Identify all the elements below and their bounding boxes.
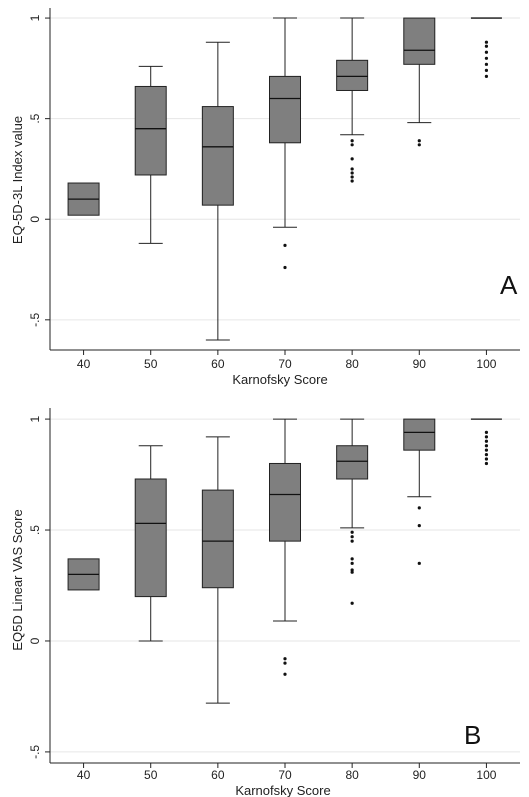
panel-b-boxplot: -.5 0 .5 1 40 50 60 70 80 90 100 Karnofsky Score E… <box>0 398 529 797</box>
outlier-point <box>350 157 354 161</box>
outlier-point <box>484 461 489 466</box>
x-tick-label: 40 <box>77 768 91 782</box>
outlier-point <box>350 179 354 183</box>
y-tick-label: 0 <box>28 637 42 644</box>
iqr-box <box>336 445 369 480</box>
iqr-box <box>336 59 369 91</box>
x-tick-label: 80 <box>345 768 359 782</box>
box-50 <box>134 445 167 642</box>
box-100 <box>470 418 502 466</box>
outlier-point <box>350 530 354 534</box>
x-tick-label: 90 <box>413 357 427 371</box>
x-tick-label: 60 <box>211 357 225 371</box>
outlier-point <box>484 439 489 443</box>
box-70 <box>269 418 301 676</box>
box-90 <box>403 17 436 147</box>
box-40 <box>67 558 100 591</box>
x-axis-title: Karnofsky Score <box>232 372 327 387</box>
iqr-box <box>269 462 301 542</box>
iqr-box <box>134 478 167 598</box>
outlier-point <box>283 672 287 676</box>
outlier-point <box>350 570 354 574</box>
y-tick-label: 0 <box>28 216 42 223</box>
x-tick-label: 40 <box>77 357 91 371</box>
outlier-point <box>484 435 489 439</box>
outlier-point <box>417 506 421 510</box>
outlier-point <box>283 265 287 270</box>
x-tick-label: 70 <box>278 768 292 782</box>
outlier-point <box>484 457 489 461</box>
outlier-point <box>350 539 354 543</box>
box-80 <box>336 418 369 605</box>
outlier-point <box>484 56 489 60</box>
outlier-point <box>484 50 489 54</box>
iqr-box <box>201 489 234 589</box>
outlier-point <box>484 430 489 435</box>
y-axis-title: EQ5D Linear VAS Score <box>10 509 25 650</box>
x-tick-label: 80 <box>345 357 359 371</box>
box-60 <box>201 436 234 704</box>
outlier-point <box>350 139 354 143</box>
x-axis-title: Karnofsky Score <box>235 783 330 797</box>
outlier-point <box>417 523 421 528</box>
outlier-point <box>484 68 489 72</box>
x-tick-label: 60 <box>211 768 225 782</box>
box-80 <box>336 17 369 183</box>
iqr-box <box>403 418 436 451</box>
outlier-point <box>350 601 354 605</box>
x-tick-label: 70 <box>278 357 292 371</box>
x-tick-label: 50 <box>144 768 158 782</box>
outlier-point <box>350 175 354 179</box>
outlier-point <box>350 568 354 572</box>
outlier-point <box>350 171 354 175</box>
box-70 <box>269 17 301 270</box>
panel-label: A <box>500 270 518 300</box>
panel-a-boxplot: -.5 0 .5 1 40 50 60 70 80 90 100 Karnofsky Score E… <box>0 0 529 398</box>
iqr-box <box>269 75 301 144</box>
y-axis-title: EQ-5D-3L Index value <box>10 116 25 244</box>
y-tick-label: 1 <box>28 415 42 422</box>
outlier-point <box>484 452 489 457</box>
y-tick-label: .5 <box>28 525 42 535</box>
outlier-point <box>283 243 287 247</box>
x-tick-label: 100 <box>476 768 496 782</box>
y-tick-label: .5 <box>28 113 42 123</box>
iqr-box <box>134 85 167 176</box>
x-tick-label: 100 <box>476 357 496 371</box>
box-100 <box>470 17 502 78</box>
box-40 <box>67 182 100 216</box>
y-tick-label: -.5 <box>28 745 42 759</box>
outlier-point <box>417 139 421 143</box>
iqr-box <box>403 17 436 65</box>
outlier-point <box>350 535 354 539</box>
outlier-point <box>484 444 489 448</box>
x-tick-label: 50 <box>144 357 158 371</box>
y-tick-label: 1 <box>28 14 42 21</box>
outlier-point <box>417 143 421 147</box>
outlier-point <box>283 657 287 661</box>
outlier-point <box>484 40 489 44</box>
outlier-point <box>350 561 354 565</box>
outlier-point <box>350 557 354 561</box>
box-90 <box>403 418 436 565</box>
panel-label: B <box>464 720 481 750</box>
outlier-point <box>484 44 489 48</box>
outlier-point <box>484 448 489 452</box>
outlier-point <box>350 167 354 171</box>
outlier-point <box>484 62 489 66</box>
x-tick-label: 90 <box>413 768 427 782</box>
outlier-point <box>350 143 354 147</box>
iqr-box <box>201 106 234 206</box>
y-tick-label: -.5 <box>28 313 42 327</box>
box-50 <box>134 65 167 244</box>
outlier-point <box>484 74 489 78</box>
box-60 <box>201 41 234 341</box>
outlier-point <box>417 561 421 565</box>
outlier-point <box>283 661 287 665</box>
